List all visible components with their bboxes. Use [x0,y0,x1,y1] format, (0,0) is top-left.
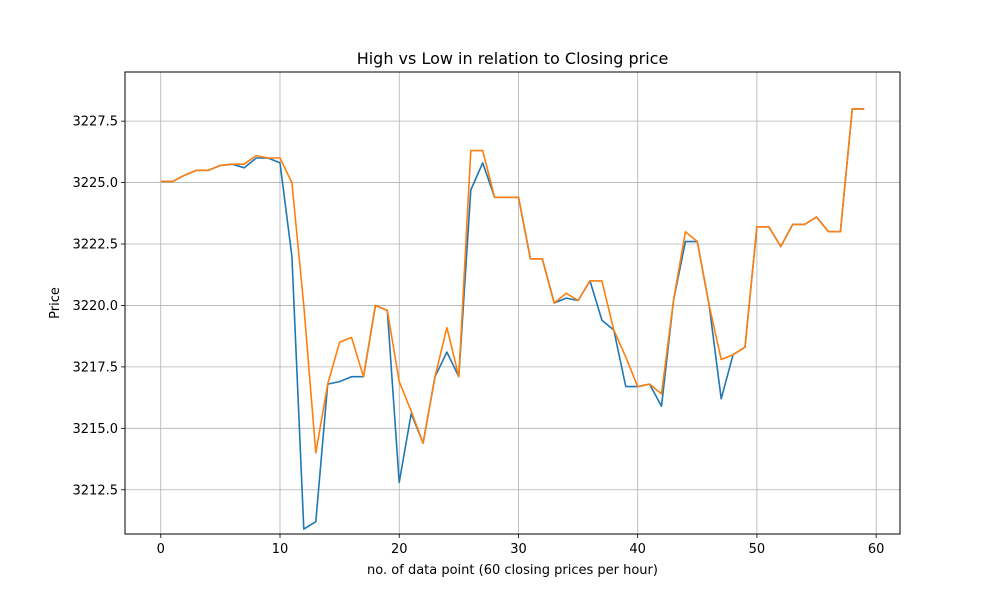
y-tick-label: 3227.5 [73,115,119,130]
y-tick-label: 3217.5 [73,360,119,375]
ticks: 0 10 20 30 40 50 60 3212.5 3215.0 3217.5 3220.0 322… [73,115,885,557]
x-tick-label: 0 [157,542,165,557]
y-tick-label: 3215.0 [73,422,119,437]
x-tick-label: 50 [749,542,766,557]
chart-title: High vs Low in relation to Closing price [357,49,669,68]
x-tick-label: 30 [510,542,527,557]
series-group [160,108,865,530]
x-tick-label: 60 [868,542,885,557]
y-tick-label: 3222.5 [73,238,119,253]
plot-frame [124,71,901,535]
grid [125,72,900,534]
y-axis-label: Price [48,287,63,319]
x-tick-label: 20 [391,542,408,557]
series-line-2 [160,108,865,454]
y-tick-label: 3220.0 [73,299,119,314]
x-tick-label: 40 [629,542,646,557]
y-tick-label: 3212.5 [73,483,119,498]
x-tick-label: 10 [272,542,289,557]
y-tick-label: 3225.0 [73,176,119,191]
x-axis-label: no. of data point (60 closing prices per… [367,563,658,578]
